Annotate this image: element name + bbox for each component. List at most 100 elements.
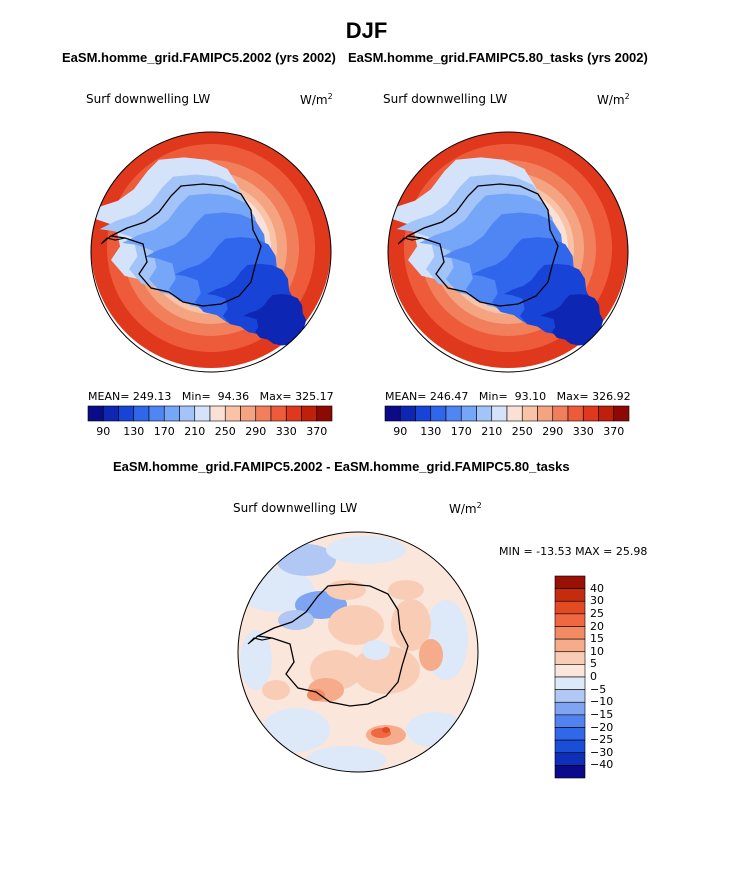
colorbar-tick-label: 40 <box>590 581 604 595</box>
panel-2-max-label: Max= <box>556 390 589 403</box>
diff-stats-text: MIN = -13.53 MAX = 25.98 <box>499 545 648 558</box>
panel-2-min-value: 93.10 <box>514 390 547 403</box>
colorbar-tick-label: 170 <box>153 425 175 438</box>
panel-1-polar-map <box>90 131 332 373</box>
colorbar-swatch <box>554 664 586 678</box>
colorbar-tick-label: 30 <box>590 594 604 608</box>
contour-band <box>326 580 366 600</box>
colorbar-swatch <box>194 405 211 422</box>
colorbar-tick-label: 250 <box>214 425 236 438</box>
panel-2-min-label: Min= <box>478 390 508 403</box>
panel-1-min-value: 94.36 <box>217 390 250 403</box>
panel-1-case-title: EaSM.homme_grid.FAMIPC5.2002 (yrs 2002) <box>62 50 336 65</box>
colorbar-swatch <box>506 405 523 422</box>
map-border <box>387 131 629 373</box>
panel-1-colorbar <box>87 405 333 422</box>
colorbar-tick-label: 10 <box>590 644 604 658</box>
colorbar-tick-label: 330 <box>275 425 297 438</box>
contour-band <box>382 727 390 733</box>
colorbar-tick-label: 25 <box>590 606 604 620</box>
colorbar-tick-label: −20 <box>590 720 614 734</box>
panel-1-variable-label: Surf downwelling LW <box>86 92 211 106</box>
panel-2-max-value: 326.92 <box>592 390 631 403</box>
colorbar-tick-label: 15 <box>590 632 604 646</box>
colorbar-tick-label: 130 <box>123 425 145 438</box>
map-border <box>90 131 332 373</box>
colorbar-tick-label: 90 <box>393 425 408 438</box>
contour-band <box>262 708 330 752</box>
colorbar-tick-label: 370 <box>306 425 328 438</box>
colorbar-swatch <box>240 405 257 422</box>
colorbar-tick-label: −40 <box>590 758 614 772</box>
colorbar-swatch <box>582 405 599 422</box>
diff-colorbar <box>554 575 586 779</box>
colorbar-swatch <box>118 405 135 422</box>
colorbar-tick-label: −5 <box>590 682 607 696</box>
panel-2-mean-value: 246.47 <box>429 390 469 403</box>
colorbar-swatch <box>285 405 302 422</box>
figure-title: DJF <box>345 18 388 43</box>
colorbar-swatch <box>209 405 226 422</box>
colorbar-swatch <box>554 714 586 728</box>
colorbar-tick-label: 290 <box>542 425 564 438</box>
panel-1-mean-value: 249.13 <box>132 390 172 403</box>
panel-1-mean-label: MEAN= <box>88 390 130 403</box>
colorbar-swatch <box>554 575 586 589</box>
coastline <box>255 583 409 707</box>
colorbar-swatch <box>179 405 196 422</box>
contour-band <box>307 689 325 701</box>
colorbar-swatch <box>567 405 584 422</box>
colorbar-swatch <box>87 405 104 422</box>
colorbar-tick-label: 130 <box>420 425 442 438</box>
colorbar-tick-label: 5 <box>590 657 597 671</box>
colorbar-swatch <box>554 613 586 627</box>
colorbar-swatch <box>554 651 586 665</box>
colorbar-swatch <box>537 405 554 422</box>
colorbar-swatch <box>554 638 586 653</box>
diff-units: W/m2 <box>449 501 482 516</box>
coastline <box>100 235 126 245</box>
contour-band <box>391 599 431 651</box>
colorbar-swatch <box>554 588 586 602</box>
panel-1-units: W/m2 <box>300 92 333 107</box>
colorbar-swatch <box>430 405 447 422</box>
colorbar-swatch <box>270 405 287 422</box>
colorbar-swatch <box>133 405 150 422</box>
colorbar-tick-label: −25 <box>590 733 614 747</box>
panel-1-stats: MEAN= 249.13 Min= 94.36 Max= 325.17 <box>88 390 334 403</box>
colorbar-tick-label: 210 <box>481 425 503 438</box>
coastline <box>247 635 273 645</box>
panel-2-mean-label: MEAN= <box>385 390 427 403</box>
colorbar-tick-label: 250 <box>511 425 533 438</box>
colorbar-tick-label: 370 <box>603 425 625 438</box>
contour-band <box>306 746 386 772</box>
panel-2-polar-map <box>387 131 629 373</box>
map-border <box>237 531 479 773</box>
colorbar-tick-label: 20 <box>590 619 604 633</box>
colorbar-swatch <box>491 405 508 422</box>
contour-band <box>262 680 290 700</box>
diff-polar-map <box>237 531 479 773</box>
colorbar-swatch <box>554 752 586 766</box>
colorbar-swatch <box>554 739 586 754</box>
colorbar-swatch <box>301 405 318 422</box>
colorbar-swatch <box>554 676 586 690</box>
panel-2-variable-label: Surf downwelling LW <box>383 92 508 106</box>
colorbar-swatch <box>552 405 569 422</box>
contour-band <box>540 294 604 346</box>
colorbar-swatch <box>415 405 432 422</box>
colorbar-tick-label: 210 <box>184 425 206 438</box>
colorbar-swatch <box>476 405 493 422</box>
colorbar-swatch <box>102 405 119 422</box>
colorbar-swatch <box>521 405 538 422</box>
coastline <box>108 183 262 307</box>
panel-2-units: W/m2 <box>597 92 630 107</box>
diff-title: EaSM.homme_grid.FAMIPC5.2002 - EaSM.homm… <box>113 459 570 474</box>
panel-1-max-label: Max= <box>259 390 292 403</box>
contour-band <box>326 536 406 564</box>
colorbar-swatch <box>148 405 165 422</box>
colorbar-swatch <box>613 405 630 422</box>
contour-band <box>362 640 390 660</box>
colorbar-tick-label: 90 <box>96 425 111 438</box>
colorbar-tick-label: −10 <box>590 695 614 709</box>
